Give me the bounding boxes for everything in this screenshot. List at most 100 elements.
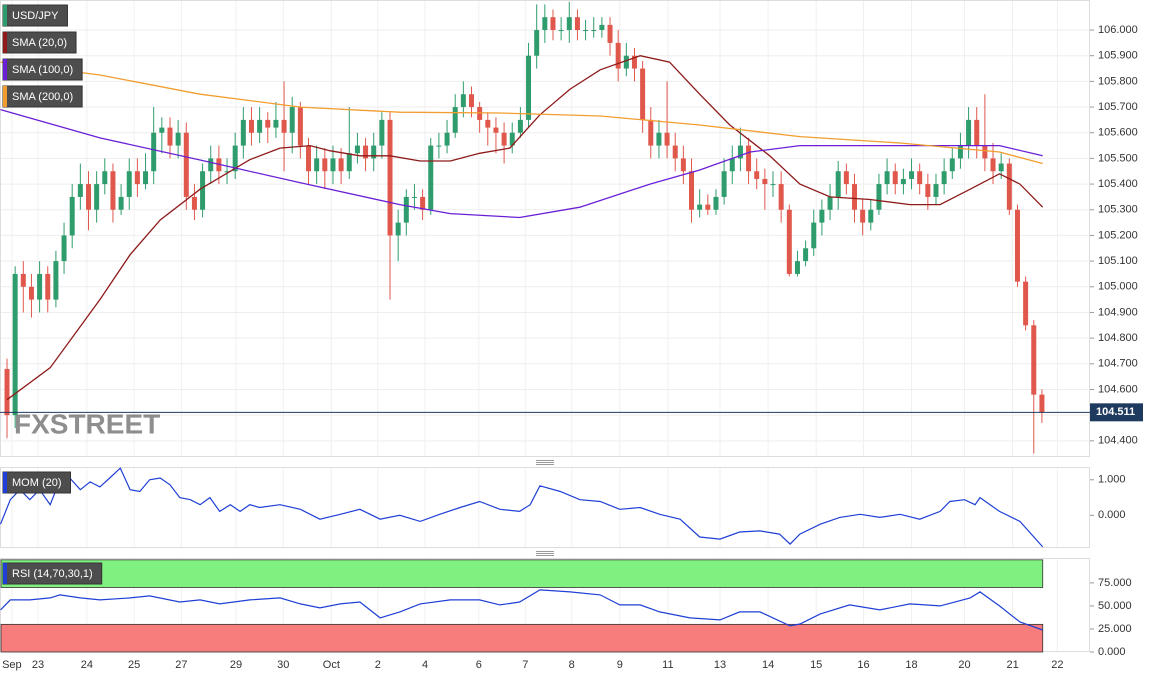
candle-body (656, 132, 662, 146)
legend-item: SMA (200,0) (2, 85, 83, 108)
candle-body (183, 132, 189, 197)
candle-body (330, 158, 336, 172)
legend-swatch (3, 563, 7, 584)
y-tick-label: 105.400 (1098, 178, 1138, 190)
legend-swatch (3, 86, 7, 107)
x-tick-label: 15 (810, 659, 822, 671)
candle-body (493, 127, 499, 133)
candle-body (468, 94, 474, 108)
candle-body (436, 145, 442, 147)
y-tick-label: 104.900 (1098, 306, 1138, 318)
y-tick-label: 104.800 (1098, 332, 1138, 344)
y-tick-label: 105.600 (1098, 127, 1138, 139)
y-tick-label: 105.100 (1098, 255, 1138, 267)
candle-body (420, 196, 426, 210)
candle-body (143, 171, 149, 185)
candle-body (37, 273, 43, 300)
candle-body (843, 171, 849, 185)
x-tick-label: 25 (128, 659, 140, 671)
legend-label: SMA (200,0) (12, 91, 73, 103)
candle-body (762, 178, 768, 185)
candle-body (248, 119, 254, 133)
legend-item: USD/JPY (2, 4, 68, 27)
legend-swatch (3, 5, 7, 26)
candle-body (94, 184, 100, 210)
sma-line (0, 61, 1043, 165)
candle-body (966, 119, 972, 146)
candle-body (151, 132, 157, 172)
candle-body (265, 119, 271, 128)
candle-body (297, 107, 303, 146)
candle-body (12, 273, 18, 416)
x-tick-label: 30 (277, 659, 289, 671)
candle-body (460, 94, 466, 108)
y-tick-label: 50.000 (1098, 600, 1132, 612)
candle-body (257, 119, 263, 133)
watermark: STREET (50, 408, 160, 439)
candle-body (917, 171, 923, 185)
candle-body (395, 222, 401, 236)
candle-body (379, 119, 385, 146)
candle-body (126, 171, 132, 197)
candle-body (208, 158, 214, 172)
candle-body (672, 145, 678, 159)
candle-body (175, 132, 181, 146)
candle-body (819, 209, 825, 223)
candle-body (346, 153, 352, 172)
candle-body (85, 184, 91, 210)
candle-body (591, 30, 597, 32)
candle-body (599, 24, 605, 31)
candle-body (884, 171, 890, 185)
y-tick-label: 105.300 (1098, 204, 1138, 216)
candle-body (746, 145, 752, 172)
y-tick-label: 0.000 (1098, 646, 1126, 658)
y-tick-label: 104.600 (1098, 383, 1138, 395)
y-tick-label: 106.000 (1098, 24, 1138, 36)
candle-body (827, 196, 833, 210)
candle-body (941, 171, 947, 185)
y-tick-label: 105.000 (1098, 281, 1138, 293)
x-tick-label: 18 (905, 659, 917, 671)
x-tick-label: 24 (81, 659, 93, 671)
candle-body (134, 171, 140, 185)
candle-body (191, 196, 197, 210)
candle-body (835, 171, 841, 197)
y-tick-label: 104.400 (1098, 435, 1138, 447)
candle-body (444, 132, 450, 146)
candle-body (371, 145, 377, 159)
candle-body (705, 204, 711, 210)
candle-body (713, 196, 719, 210)
candle-body (354, 145, 360, 154)
candle-body (631, 55, 637, 69)
x-tick-label: 21 (1006, 659, 1018, 671)
drag-handle[interactable] (536, 460, 554, 465)
candle-body (452, 107, 458, 133)
x-tick-label: 29 (230, 659, 242, 671)
candle-body (526, 55, 532, 120)
candle-body (403, 196, 409, 223)
candle-body (61, 235, 67, 262)
x-tick-label: 6 (476, 659, 482, 671)
y-tick-label: 0.000 (1098, 509, 1126, 521)
last-price-box (1090, 403, 1143, 422)
legend-label: RSI (14,70,30,1) (12, 568, 93, 580)
candle-body (615, 42, 621, 69)
band (0, 559, 1044, 588)
candle-body (623, 55, 629, 69)
x-tick-label: 22 (1051, 659, 1063, 671)
candle-body (860, 209, 866, 223)
candle-body (1031, 325, 1037, 395)
candle-body (607, 24, 613, 43)
candle-body (534, 30, 540, 56)
drag-handle[interactable] (536, 551, 554, 556)
legend-item: SMA (20,0) (2, 31, 77, 54)
y-tick-label: 105.500 (1098, 152, 1138, 164)
x-tick-label: 13 (714, 659, 726, 671)
candle-body (411, 196, 417, 198)
y-tick-label: 105.800 (1098, 75, 1138, 87)
candle-body (118, 196, 124, 210)
candle-body (680, 158, 686, 172)
candle-body (167, 127, 173, 146)
candle-body (566, 17, 572, 31)
candle-body (387, 119, 393, 236)
